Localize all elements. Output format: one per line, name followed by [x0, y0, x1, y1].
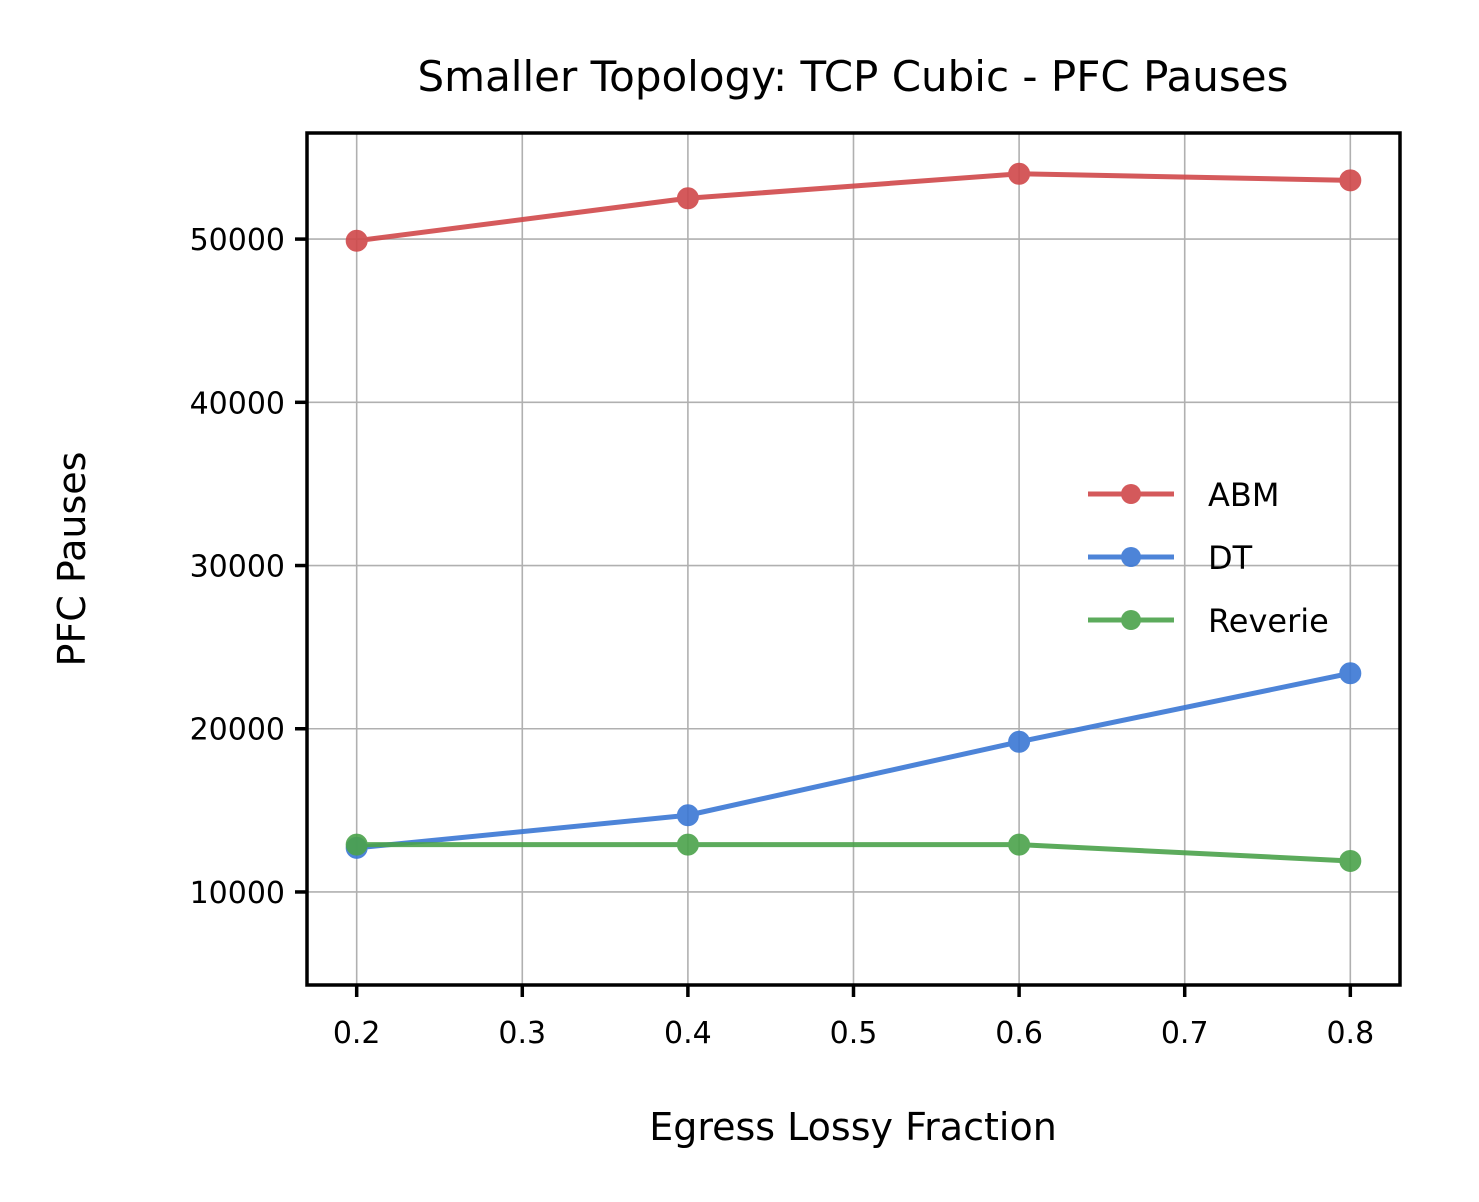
- data-point: [1008, 730, 1031, 753]
- data-point: [676, 804, 699, 827]
- y-tick-label: 20000: [190, 713, 285, 748]
- x-tick-label: 0.2: [333, 1016, 381, 1051]
- chart-title: Smaller Topology: TCP Cubic - PFC Pauses: [418, 52, 1289, 101]
- x-tick-label: 0.8: [1326, 1016, 1374, 1051]
- data-point: [345, 833, 368, 856]
- y-axis: 10000 20000 30000 40000 50000: [190, 223, 307, 911]
- data-point: [1339, 849, 1362, 872]
- data-point: [676, 187, 699, 210]
- data-point: [676, 833, 699, 856]
- x-axis: 0.2 0.3 0.4 0.5 0.6 0.7 0.8: [333, 985, 1374, 1051]
- legend-label: ABM: [1208, 476, 1279, 514]
- x-tick-label: 0.6: [995, 1016, 1043, 1051]
- legend-label: DT: [1208, 539, 1253, 577]
- grid: [307, 133, 1400, 985]
- legend-marker: [1121, 484, 1141, 504]
- series-reverie: [345, 833, 1362, 872]
- y-axis-label: PFC Pauses: [50, 452, 94, 667]
- y-tick-label: 50000: [190, 223, 285, 258]
- legend-item: [1088, 610, 1174, 630]
- x-tick-label: 0.3: [498, 1016, 546, 1051]
- series-layer: [345, 162, 1362, 872]
- y-tick-label: 30000: [190, 550, 285, 585]
- legend: ABM DT Reverie: [1088, 476, 1329, 640]
- data-point: [1008, 833, 1031, 856]
- legend-marker: [1121, 547, 1141, 567]
- y-tick-label: 40000: [190, 386, 285, 421]
- x-tick-label: 0.5: [830, 1016, 878, 1051]
- data-point: [345, 229, 368, 252]
- data-point: [1339, 662, 1362, 685]
- legend-label: Reverie: [1208, 602, 1329, 640]
- series-line: [356, 171, 1351, 244]
- data-point: [1008, 162, 1031, 185]
- x-tick-label: 0.7: [1161, 1016, 1209, 1051]
- series-line: [356, 670, 1351, 851]
- data-point: [1339, 169, 1362, 192]
- y-tick-label: 10000: [190, 876, 285, 911]
- legend-item: [1088, 547, 1174, 567]
- series-abm: [345, 162, 1362, 252]
- series-line: [356, 842, 1351, 864]
- x-axis-label: Egress Lossy Fraction: [649, 1105, 1057, 1149]
- x-tick-label: 0.4: [664, 1016, 712, 1051]
- legend-marker: [1121, 610, 1141, 630]
- legend-item: [1088, 484, 1174, 504]
